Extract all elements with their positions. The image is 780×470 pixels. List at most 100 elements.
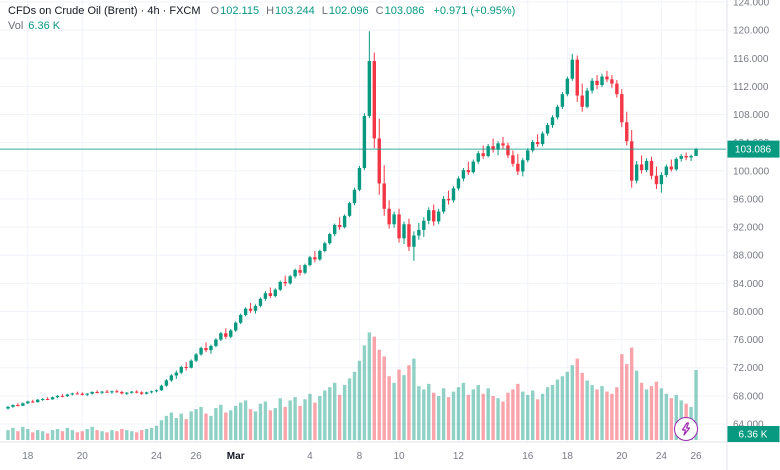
quick-trade-button[interactable]	[674, 417, 698, 441]
volume-bar	[659, 388, 664, 440]
candle-body	[372, 61, 376, 139]
volume-bar	[535, 399, 540, 440]
axis-label: 112.000	[733, 82, 769, 93]
candle-body	[377, 138, 381, 184]
axis-label: 72.000	[733, 363, 764, 374]
volume-bar	[308, 393, 312, 440]
volume-bar	[620, 354, 624, 440]
ohlc-low: L 102.096	[321, 5, 369, 17]
volume-bar	[466, 394, 471, 440]
volume-bar	[268, 410, 273, 440]
volume-bar	[526, 394, 530, 440]
candle-body	[412, 235, 416, 247]
candle-body	[229, 330, 233, 337]
candle-body	[521, 160, 525, 172]
candle-body	[550, 117, 555, 126]
volume-bar	[45, 433, 50, 440]
volume-bar	[486, 388, 490, 440]
candle-body	[169, 375, 174, 381]
symbol-title[interactable]: CFDs on Crude Oil (Brent) · 4h · FXCM	[8, 5, 201, 17]
candle-body	[595, 80, 599, 85]
candle-body	[268, 293, 273, 296]
volume-bar	[570, 365, 574, 440]
volume-bar	[234, 405, 238, 440]
candle-body	[669, 166, 673, 170]
candle-body	[540, 133, 545, 145]
candle-body	[135, 391, 139, 393]
volume-bar	[694, 370, 698, 440]
volume-bar	[293, 397, 297, 440]
candle-body	[471, 161, 475, 173]
volume-bar	[144, 429, 149, 440]
volume-bar	[402, 375, 406, 440]
candle-body	[397, 214, 401, 239]
volume-bar	[135, 432, 139, 440]
candle-body	[65, 394, 70, 397]
volume-bar	[80, 431, 84, 440]
candle-body	[694, 149, 698, 156]
candle-body	[85, 393, 89, 395]
candle-body	[179, 367, 183, 373]
volume-bar	[550, 385, 555, 440]
price-axis[interactable]: 124.000120.000116.000112.000108.000104.0…	[733, 0, 770, 430]
volume-bar	[639, 382, 644, 440]
candle-body	[446, 198, 451, 201]
volume-bar	[209, 415, 213, 440]
time-tick-label: 24	[656, 451, 668, 462]
candle-body	[506, 145, 510, 156]
volume-bar	[263, 401, 268, 440]
candle-body	[352, 189, 357, 204]
volume-value: 6.36 K	[28, 20, 61, 32]
chart-legend: CFDs on Crude Oil (Brent) · 4h · FXCM O …	[8, 5, 515, 32]
candle-body	[362, 115, 367, 168]
candle-body	[105, 391, 109, 393]
candle-body	[253, 305, 258, 311]
volume-bar	[634, 370, 639, 440]
candle-body	[402, 224, 406, 239]
volume-bar	[382, 356, 386, 440]
volume-bar	[555, 379, 560, 440]
candle-body	[535, 141, 540, 145]
candle-body	[516, 163, 520, 172]
candle-body	[55, 395, 60, 398]
ohlc-high: H 103.244	[266, 5, 315, 17]
volume-bar	[664, 393, 669, 440]
volume-bar	[630, 347, 634, 440]
candle-body	[575, 59, 579, 96]
candle-body	[120, 391, 124, 394]
volume-bar	[224, 412, 228, 440]
candle-body	[392, 214, 396, 225]
candle-body	[451, 188, 456, 201]
time-axis[interactable]: 18 20 24 26 Mar 4 8 10 12 16 18 20 24 26	[22, 451, 702, 462]
candle-body	[258, 298, 263, 306]
volume-bar	[258, 403, 263, 440]
candle-body	[31, 401, 35, 403]
candle-body	[466, 170, 471, 173]
candle-body	[337, 224, 342, 228]
volume-bar	[367, 332, 372, 440]
candle-body	[40, 399, 45, 401]
candle-body	[347, 203, 352, 216]
candle-body	[16, 405, 20, 407]
candle-body	[11, 405, 15, 407]
volume-bar	[392, 382, 396, 440]
candle-body	[634, 164, 639, 181]
volume-bar	[318, 396, 322, 440]
volume-bar	[451, 391, 456, 440]
volume-bar	[75, 432, 79, 440]
volume-bar	[90, 426, 94, 440]
volume-bar	[100, 431, 104, 440]
candle-body	[417, 229, 421, 236]
volume-bar	[238, 402, 243, 440]
volume-bar	[70, 430, 75, 440]
axis-label: 76.000	[733, 335, 764, 346]
candle-body	[422, 220, 426, 230]
volume-bar	[422, 389, 426, 440]
volume-bar	[11, 427, 15, 440]
volume-bar	[441, 388, 446, 440]
candle-body	[585, 90, 589, 107]
candle-body	[80, 393, 84, 395]
time-tick-label: 18	[562, 451, 574, 462]
candle-body	[664, 166, 669, 176]
